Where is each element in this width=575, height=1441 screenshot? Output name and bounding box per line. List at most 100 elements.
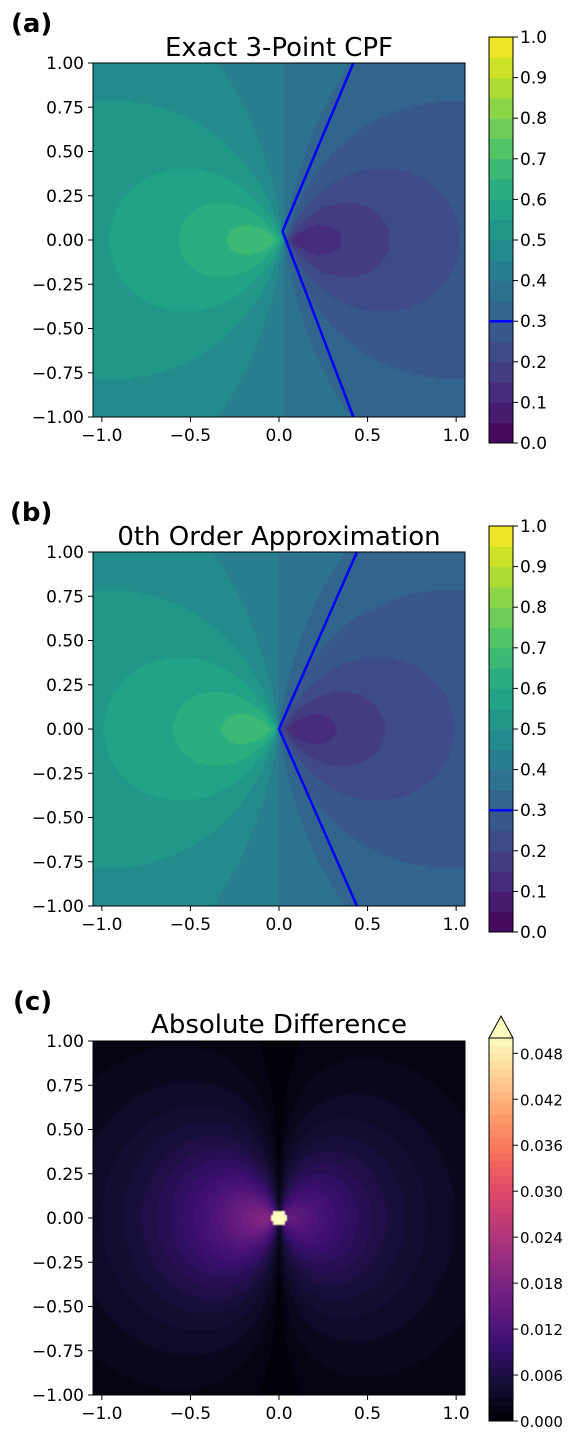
colorbar-band: [489, 1413, 513, 1421]
colorbar-tick-label: 0.8: [520, 109, 547, 129]
colorbar-tick-label: 0.0: [520, 434, 547, 454]
x-tick-label: −1.0: [81, 426, 122, 446]
y-tick-label: 0.25: [46, 187, 84, 207]
panel-b-label: (b): [10, 498, 52, 528]
colorbar-band: [489, 1076, 513, 1084]
x-tick-label: 1.0: [443, 1404, 470, 1424]
colorbar-band: [489, 1184, 513, 1192]
colorbar-band: [489, 1291, 513, 1299]
colorbar-band: [489, 1130, 513, 1138]
colorbar-band: [489, 1360, 513, 1368]
colorbar-band: [489, 1390, 513, 1398]
colorbar-band: [489, 871, 513, 892]
colorbar-band: [489, 1406, 513, 1414]
colorbar-band: [489, 912, 513, 933]
colorbar-band: [489, 159, 513, 180]
colorbar-tick-label: 0.012: [520, 1321, 563, 1339]
panel-c: (c) Absolute Difference −1.0 −0.5 0.0 0.5 1.…: [13, 987, 563, 1431]
colorbar-tick-label: 0.006: [520, 1367, 563, 1385]
y-tick-label: 0.75: [46, 98, 84, 118]
colorbar-band: [489, 423, 513, 444]
colorbar-band: [489, 199, 513, 220]
colorbar-tick-label: 0.4: [520, 761, 547, 781]
panel-b: (b) 0th Order Approximation −1.0 −0.5 0.0 0…: [10, 498, 547, 943]
y-tick-label: −0.50: [32, 1298, 84, 1318]
colorbar-band: [489, 1321, 513, 1329]
colorbar-band: [489, 851, 513, 872]
colorbar-band: [489, 1283, 513, 1291]
colorbar-band: [489, 1138, 513, 1146]
colorbar-tick-label: 0.5: [520, 720, 547, 740]
colorbar-tick-label: 1.0: [520, 517, 547, 537]
x-tick-label: −1.0: [81, 915, 122, 935]
colorbar-band: [489, 1367, 513, 1375]
y-tick-label: 1.00: [46, 543, 84, 563]
colorbar-tick-label: 0.7: [520, 150, 547, 170]
colorbar-band: [489, 402, 513, 423]
colorbar-band: [489, 729, 513, 750]
x-tick-label: −0.5: [170, 915, 211, 935]
colorbar-band: [489, 526, 513, 547]
x-tick-label: −0.5: [170, 426, 211, 446]
y-tick-label: 1.00: [46, 54, 84, 74]
colorbar-band: [489, 1099, 513, 1107]
colorbar-band: [489, 1061, 513, 1069]
colorbar-band: [489, 1207, 513, 1215]
y-tick-label: 0.75: [46, 587, 84, 607]
colorbar-band: [489, 321, 513, 342]
colorbar-tick-label: 0.000: [520, 1413, 563, 1431]
colorbar-band: [489, 179, 513, 200]
colorbar-band: [489, 1230, 513, 1238]
x-tick-label: 0.5: [354, 1404, 381, 1424]
colorbar-band: [489, 546, 513, 567]
panel-a: (a) Exact 3-Point CPF −1.0 −0.5 0.0 0.5 1.01…: [11, 9, 547, 454]
colorbar-band: [489, 1214, 513, 1222]
colorbar-band: [489, 342, 513, 363]
y-tick-label: −0.25: [32, 764, 84, 784]
y-tick-label: −1.00: [32, 1386, 84, 1406]
panel-b-colorbar-bands: [489, 526, 513, 933]
panel-b-title: 0th Order Approximation: [117, 522, 440, 552]
x-tick-label: 0.5: [354, 426, 381, 446]
colorbar-band: [489, 1084, 513, 1092]
colorbar-band: [489, 1168, 513, 1176]
y-tick-label: 0.00: [46, 231, 84, 251]
colorbar-band: [489, 260, 513, 281]
colorbar-band: [489, 1038, 513, 1046]
colorbar-band: [489, 1375, 513, 1383]
colorbar-band: [489, 1352, 513, 1360]
x-tick-label: 0.5: [354, 915, 381, 935]
colorbar-band: [489, 1329, 513, 1337]
y-tick-label: 0.25: [46, 1165, 84, 1185]
y-tick-label: −0.25: [32, 1253, 84, 1273]
panel-c-contour-field: [93, 1041, 465, 1395]
colorbar-band: [489, 1337, 513, 1345]
colorbar-band: [489, 1268, 513, 1276]
y-tick-label: 0.00: [46, 720, 84, 740]
x-tick-label: 0.0: [265, 915, 292, 935]
colorbar-tick-label: 0.048: [520, 1045, 563, 1063]
panel-a-contour-field: [93, 63, 465, 417]
colorbar-band: [489, 118, 513, 139]
panel-c-label: (c): [13, 987, 52, 1017]
colorbar-band: [489, 1122, 513, 1130]
colorbar-band: [489, 1153, 513, 1161]
y-tick-label: −1.00: [32, 897, 84, 917]
y-tick-label: 1.00: [46, 1032, 84, 1052]
y-tick-label: 0.25: [46, 676, 84, 696]
colorbar-band: [489, 628, 513, 649]
colorbar-tick-label: 0.018: [520, 1275, 563, 1293]
colorbar-tick-label: 0.6: [520, 679, 547, 699]
colorbar-band: [489, 1176, 513, 1184]
y-tick-label: 0.50: [46, 143, 84, 163]
x-tick-label: 1.0: [443, 426, 470, 446]
colorbar-band: [489, 1069, 513, 1077]
colorbar-tick-label: 0.2: [520, 842, 547, 862]
colorbar-band: [489, 1115, 513, 1123]
colorbar-band: [489, 587, 513, 608]
colorbar-band: [489, 831, 513, 852]
panel-a-title: Exact 3-Point CPF: [165, 33, 393, 63]
colorbar-tick-label: 0.1: [520, 882, 547, 902]
colorbar-band: [489, 139, 513, 160]
colorbar-band: [489, 607, 513, 628]
